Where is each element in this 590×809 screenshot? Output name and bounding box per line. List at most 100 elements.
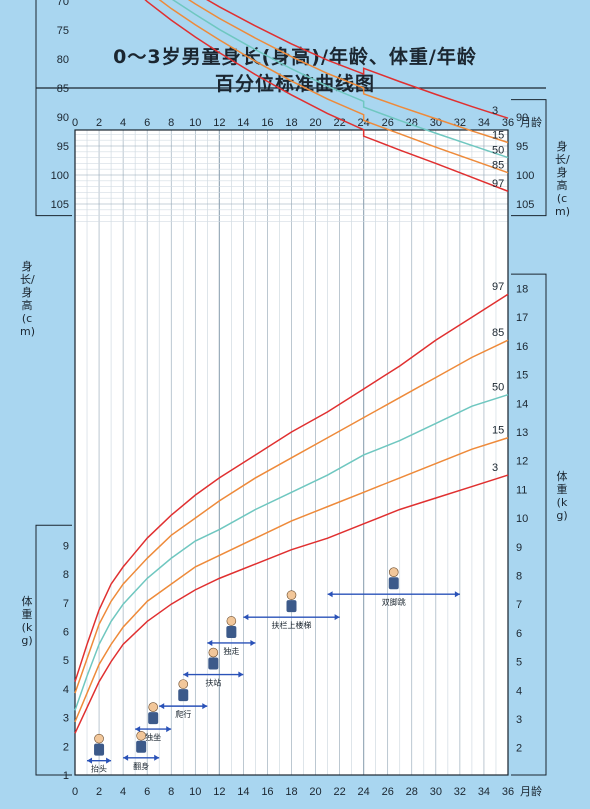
x-tick-label-bottom: 6 (144, 786, 150, 798)
x-tick-label-bottom: 0 (72, 786, 78, 798)
milestone-arrow-right (154, 754, 160, 761)
x-unit-label-top: 月龄 (520, 115, 542, 129)
x-tick-label-bottom: 2 (96, 786, 102, 798)
x-tick-label-top: 34 (478, 117, 490, 129)
x-tick-label-top: 24 (358, 117, 370, 129)
milestone-arrow-left (123, 754, 129, 761)
x-tick-label-bottom: 20 (309, 786, 321, 798)
weight-tick-left: 4 (63, 684, 69, 696)
x-tick-label-bottom: 24 (358, 786, 370, 798)
x-tick-label-top: 20 (309, 117, 321, 129)
milestone-figure-head (388, 567, 399, 577)
title-line-1: 0～3岁男童身长(身高)/年龄、体重/年龄 (113, 46, 477, 68)
weight-tick-left: 3 (63, 713, 69, 725)
height-curve-85 (158, 0, 509, 174)
weight-percentile-label: 3 (492, 462, 498, 474)
x-tick-label-top: 12 (213, 117, 225, 129)
milestone-figure-body (388, 577, 399, 590)
weight-tick-right: 9 (516, 542, 522, 554)
milestone-figure-head (178, 679, 189, 689)
milestone-arrow-right (106, 757, 112, 764)
x-tick-label-bottom: 32 (454, 786, 466, 798)
milestone-arrow-left (159, 703, 165, 710)
height-tick-left: 100 (51, 170, 69, 182)
milestone-figure-body (208, 657, 219, 670)
x-tick-label-bottom: 30 (430, 786, 442, 798)
weight-tick-right: 2 (516, 743, 522, 755)
height-tick-left: 105 (51, 199, 69, 211)
x-tick-label-top: 18 (285, 117, 297, 129)
milestone-figure-head (136, 730, 146, 741)
height-curve-15 (187, 0, 509, 144)
height-curve-3 (206, 0, 509, 119)
x-tick-label-top: 14 (237, 117, 249, 129)
milestone-label: 独走 (223, 646, 239, 656)
weight-tick-right: 15 (516, 370, 528, 382)
weight-tick-right: 5 (516, 657, 522, 669)
milestone-label: 抬头 (91, 764, 107, 774)
weight-tick-right: 16 (516, 341, 528, 353)
milestone-arrow-right (202, 703, 208, 710)
x-tick-label-top: 2 (96, 117, 102, 129)
x-tick-label-bottom: 16 (261, 786, 273, 798)
weight-curve-15 (74, 437, 509, 723)
height-curve-50 (171, 0, 509, 159)
milestone-figure-body (286, 600, 297, 613)
weight-tick-left: 2 (63, 741, 69, 753)
milestone-arrow-right (166, 726, 172, 733)
x-tick-label-top: 8 (168, 117, 174, 129)
weight-tick-left: 8 (63, 569, 69, 581)
height-tick-left: 80 (57, 54, 69, 66)
milestone-figure-body (178, 689, 189, 702)
plot-frame (74, 129, 509, 776)
milestone-label: 爬行 (175, 709, 191, 719)
milestone-figure-body (226, 625, 237, 638)
height-tick-right: 90 (516, 112, 528, 124)
milestone-arrow-right (334, 614, 340, 621)
x-tick-label-top: 6 (144, 117, 150, 129)
height-tick-left: 70 (57, 0, 69, 8)
x-unit-label-bottom: 月龄 (520, 784, 542, 798)
milestone-arrow-right (250, 639, 256, 646)
height-tick-right: 105 (516, 199, 534, 211)
weight-tick-left: 6 (63, 627, 69, 639)
weight-tick-left: 5 (63, 655, 69, 667)
x-tick-label-bottom: 28 (406, 786, 418, 798)
milestone-label: 翻身 (133, 761, 149, 771)
x-tick-label-bottom: 34 (478, 786, 490, 798)
x-tick-label-bottom: 8 (168, 786, 174, 798)
milestone-figure-body (94, 743, 105, 756)
x-tick-label-top: 10 (189, 117, 201, 129)
weight-curve-50 (74, 393, 509, 711)
x-tick-label-bottom: 12 (213, 786, 225, 798)
weight-percentile-label: 15 (492, 425, 504, 437)
height-tick-left: 75 (57, 25, 69, 37)
milestone-figure-body (136, 740, 147, 753)
x-tick-label-bottom: 14 (237, 786, 249, 798)
height-percentile-label: 85 (492, 160, 504, 172)
weight-axis-label-right: 体重(kg) (556, 470, 568, 522)
x-tick-label-top: 16 (261, 117, 273, 129)
weight-axis-label-left: 体重(kg) (21, 595, 33, 647)
x-tick-label-bottom: 10 (189, 786, 201, 798)
weight-tick-right: 8 (516, 571, 522, 583)
height-percentile-label: 50 (492, 145, 504, 157)
weight-percentile-label: 97 (492, 281, 504, 293)
milestone-arrow-left (243, 614, 249, 621)
height-tick-right: 95 (516, 141, 528, 153)
milestone-figure-head (94, 733, 104, 744)
height-tick-left: 95 (57, 141, 69, 153)
weight-bracket-right (511, 273, 547, 776)
weight-curve-85 (74, 339, 509, 694)
height-axis-label-left: 身长/身高(cm) (20, 260, 36, 338)
height-bracket-right (511, 99, 547, 217)
weight-tick-right: 10 (516, 513, 528, 525)
milestone-arrow-right (454, 591, 460, 598)
height-percentile-label: 3 (492, 105, 498, 117)
milestone-label: 独坐 (145, 732, 161, 742)
height-curve-97 (144, 0, 509, 192)
x-tick-label-bottom: 36 (502, 786, 514, 798)
weight-bracket-left (35, 524, 72, 776)
weight-percentile-label: 50 (492, 382, 504, 394)
